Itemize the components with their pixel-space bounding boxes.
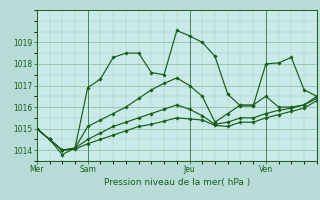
X-axis label: Pression niveau de la mer( hPa ): Pression niveau de la mer( hPa ) <box>104 178 250 187</box>
